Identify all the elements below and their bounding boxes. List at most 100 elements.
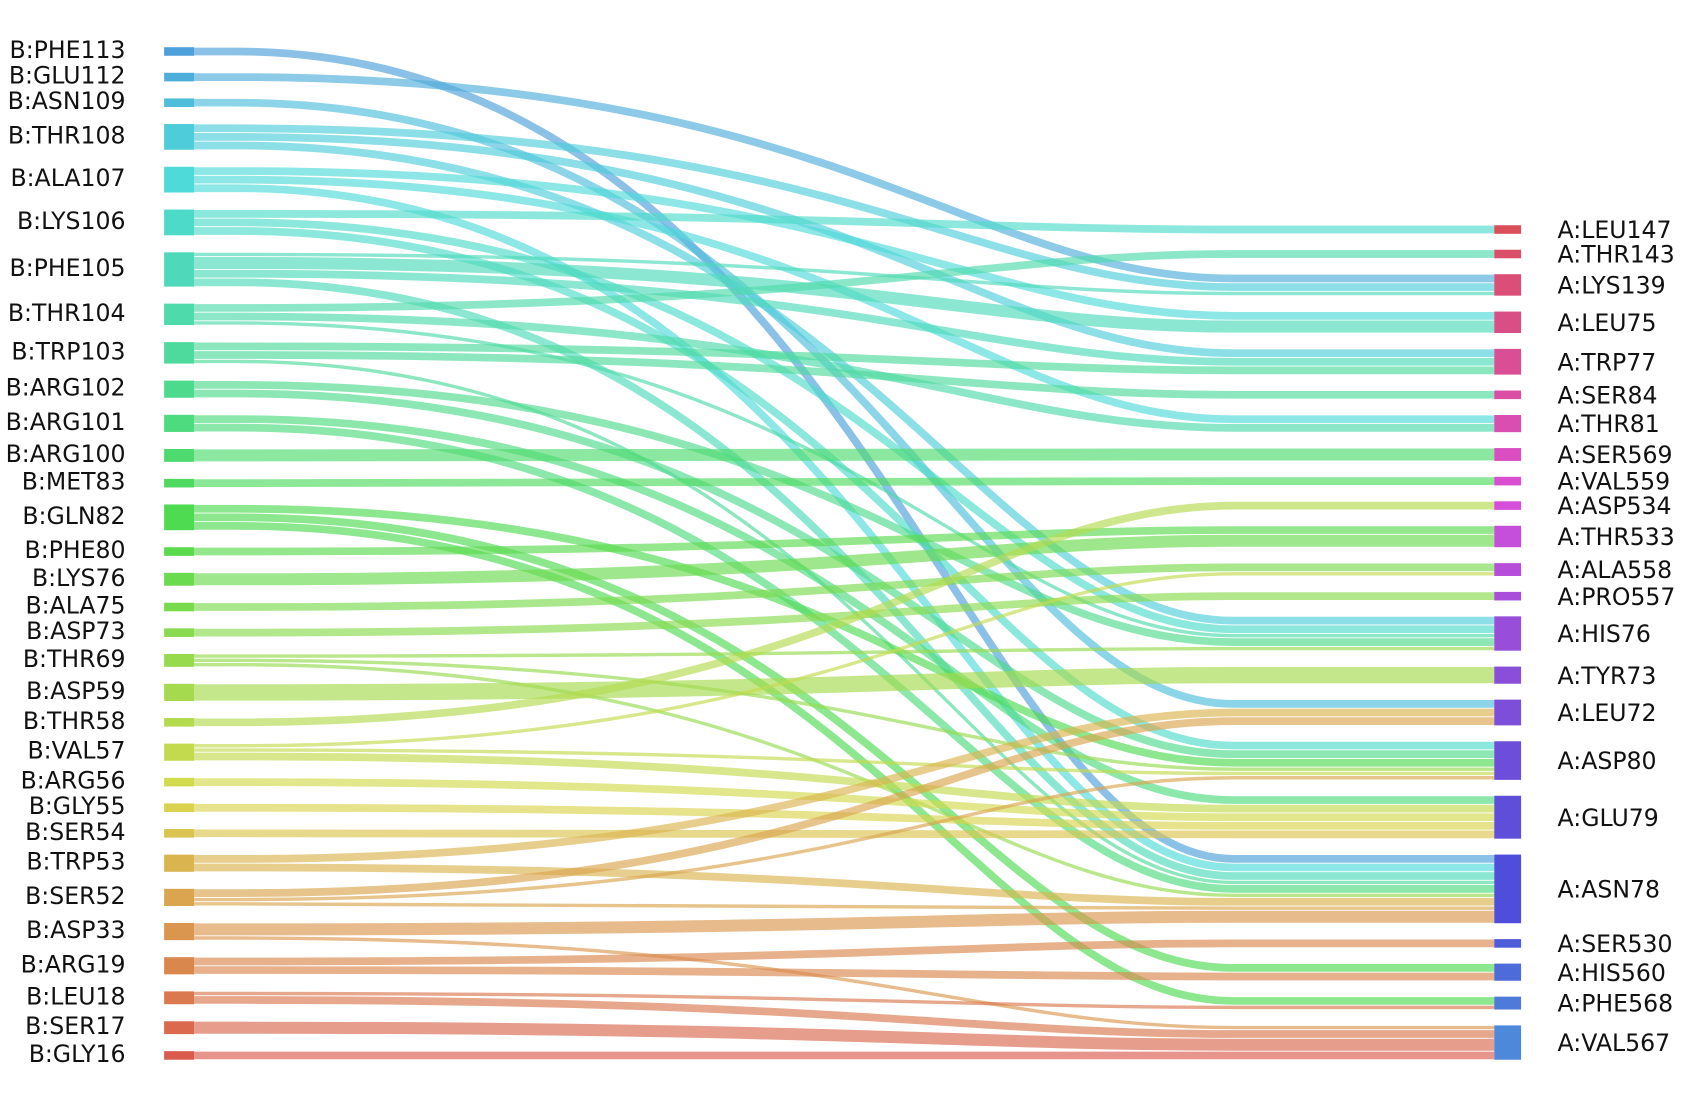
link — [194, 778, 1495, 822]
left-node — [164, 414, 195, 432]
left-node — [164, 380, 195, 398]
right-node-label: A:SER530 — [1558, 930, 1673, 958]
right-node-label: A:LEU75 — [1558, 309, 1657, 337]
left-node — [164, 743, 195, 761]
right-node — [1494, 616, 1522, 651]
left-node-label: B:ASP59 — [26, 677, 125, 705]
link — [194, 658, 1495, 771]
left-node — [164, 957, 195, 975]
left-node — [164, 303, 195, 326]
left-node — [164, 252, 195, 287]
left-node — [164, 1021, 195, 1035]
right-node-label: A:VAL567 — [1558, 1029, 1671, 1057]
right-node — [1494, 448, 1522, 461]
left-node-label: B:ARG100 — [6, 440, 126, 468]
link — [194, 667, 1495, 701]
right-node — [1494, 525, 1522, 548]
right-node-label: A:SER84 — [1558, 381, 1658, 409]
link — [194, 939, 1495, 966]
left-node — [164, 547, 195, 556]
link — [194, 381, 1495, 646]
left-node — [164, 209, 195, 236]
right-node — [1494, 741, 1522, 780]
right-node-label: A:GLU79 — [1558, 804, 1659, 832]
link — [194, 269, 1495, 366]
link — [194, 351, 1495, 399]
link — [194, 477, 1495, 488]
right-node-label: A:THR81 — [1558, 410, 1660, 438]
left-node-label: B:TRP103 — [11, 337, 125, 365]
link — [194, 1021, 1495, 1051]
right-node — [1494, 1025, 1522, 1060]
left-node — [164, 166, 195, 193]
left-node-label: B:LEU18 — [26, 982, 125, 1010]
link — [194, 936, 1495, 1030]
link — [194, 708, 1495, 863]
left-node-label: B:TRP53 — [26, 848, 125, 876]
link — [194, 996, 1495, 1038]
right-node-label: A:ASP534 — [1558, 492, 1672, 520]
left-node — [164, 448, 195, 462]
left-node-label: B:ARG101 — [6, 408, 126, 436]
left-node-label: B:THR108 — [8, 121, 126, 149]
left-node — [164, 922, 195, 941]
right-node-label: A:HIS76 — [1558, 620, 1651, 648]
left-node-label: B:SER17 — [25, 1012, 125, 1040]
left-node-label: B:PHE105 — [10, 254, 126, 282]
link — [194, 257, 1495, 333]
right-node — [1494, 311, 1522, 333]
link — [194, 250, 1495, 312]
link — [194, 359, 1495, 885]
left-node — [164, 504, 195, 531]
right-node — [1494, 591, 1522, 601]
left-node-label: B:ASN109 — [8, 87, 126, 115]
left-node-label: B:ARG19 — [21, 950, 126, 978]
link — [194, 534, 1495, 586]
right-node — [1494, 795, 1522, 839]
left-node — [164, 47, 195, 56]
left-node-label: B:THR104 — [8, 299, 126, 327]
link — [194, 73, 1495, 283]
left-node-label: B:THR69 — [23, 645, 126, 673]
right-node-label: A:ASN78 — [1558, 876, 1660, 904]
right-node — [1494, 854, 1522, 924]
right-node — [1494, 699, 1522, 726]
left-node — [164, 777, 195, 787]
left-node-label: B:ARG102 — [6, 374, 126, 402]
left-node-label: B:SER54 — [25, 818, 125, 846]
link — [194, 902, 1495, 910]
right-node-label: A:TYR73 — [1558, 662, 1657, 690]
link — [194, 252, 1495, 296]
left-node-label: B:ARG56 — [21, 767, 126, 795]
left-node-label: B:PHE113 — [10, 36, 126, 64]
left-node-label: B:PHE80 — [25, 536, 126, 564]
left-node-label: B:MET83 — [22, 468, 126, 496]
link — [194, 526, 1495, 556]
right-node-label: A:THR533 — [1558, 523, 1675, 551]
right-node — [1494, 996, 1522, 1010]
right-node-label: A:ASP80 — [1558, 747, 1657, 775]
link — [194, 910, 1495, 936]
link — [194, 124, 1495, 291]
right-node-label: A:LEU147 — [1558, 216, 1672, 244]
right-node-label: A:THR143 — [1558, 241, 1675, 269]
right-node — [1494, 963, 1522, 981]
left-node — [164, 72, 195, 82]
link — [194, 803, 1495, 830]
link — [194, 342, 1495, 375]
left-node — [164, 602, 195, 612]
left-node-label: B:ALA107 — [10, 164, 125, 192]
left-node-label: B:LYS76 — [32, 564, 126, 592]
left-node — [164, 718, 195, 727]
right-node — [1494, 415, 1522, 433]
right-node-label: A:TRP77 — [1558, 348, 1657, 376]
left-node-label: B:GLY55 — [29, 792, 126, 820]
left-node — [164, 653, 195, 667]
left-node — [164, 829, 195, 838]
right-node-label: A:ALA558 — [1558, 556, 1673, 584]
link — [194, 389, 1495, 758]
link — [194, 966, 1495, 981]
left-node-label: B:LYS106 — [17, 207, 126, 235]
